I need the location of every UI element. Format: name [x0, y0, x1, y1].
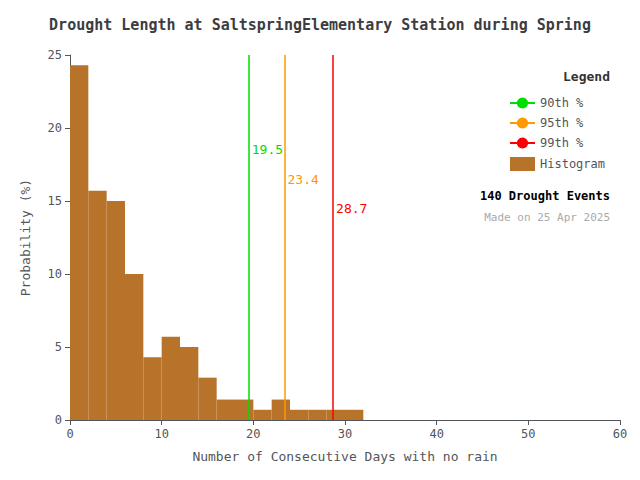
svg-text:20: 20 — [246, 427, 260, 441]
svg-text:23.4: 23.4 — [288, 172, 319, 187]
svg-text:90th %: 90th % — [540, 96, 584, 110]
svg-text:Number of Consecutive Days wit: Number of Consecutive Days with no rain — [192, 449, 497, 464]
svg-text:Drought Length at SaltspringEl: Drought Length at SaltspringElementary S… — [49, 16, 591, 34]
svg-text:20: 20 — [48, 121, 62, 135]
svg-text:0: 0 — [66, 427, 73, 441]
svg-text:Made on 25 Apr 2025: Made on 25 Apr 2025 — [484, 211, 610, 224]
svg-text:140 Drought Events: 140 Drought Events — [480, 189, 610, 203]
svg-text:95th %: 95th % — [540, 116, 584, 130]
svg-text:Legend: Legend — [563, 69, 610, 84]
svg-text:10: 10 — [48, 267, 62, 281]
svg-text:99th %: 99th % — [540, 136, 584, 150]
svg-text:30: 30 — [338, 427, 352, 441]
svg-text:50: 50 — [521, 427, 535, 441]
svg-text:19.5: 19.5 — [252, 142, 283, 157]
svg-text:Probability (%): Probability (%) — [18, 179, 33, 296]
svg-text:15: 15 — [48, 194, 62, 208]
svg-text:40: 40 — [429, 427, 443, 441]
svg-text:5: 5 — [55, 340, 62, 354]
svg-text:10: 10 — [154, 427, 168, 441]
svg-text:25: 25 — [48, 48, 62, 62]
svg-text:Histogram: Histogram — [540, 157, 605, 171]
svg-text:0: 0 — [55, 413, 62, 427]
svg-text:60: 60 — [613, 427, 627, 441]
svg-text:28.7: 28.7 — [336, 201, 367, 216]
